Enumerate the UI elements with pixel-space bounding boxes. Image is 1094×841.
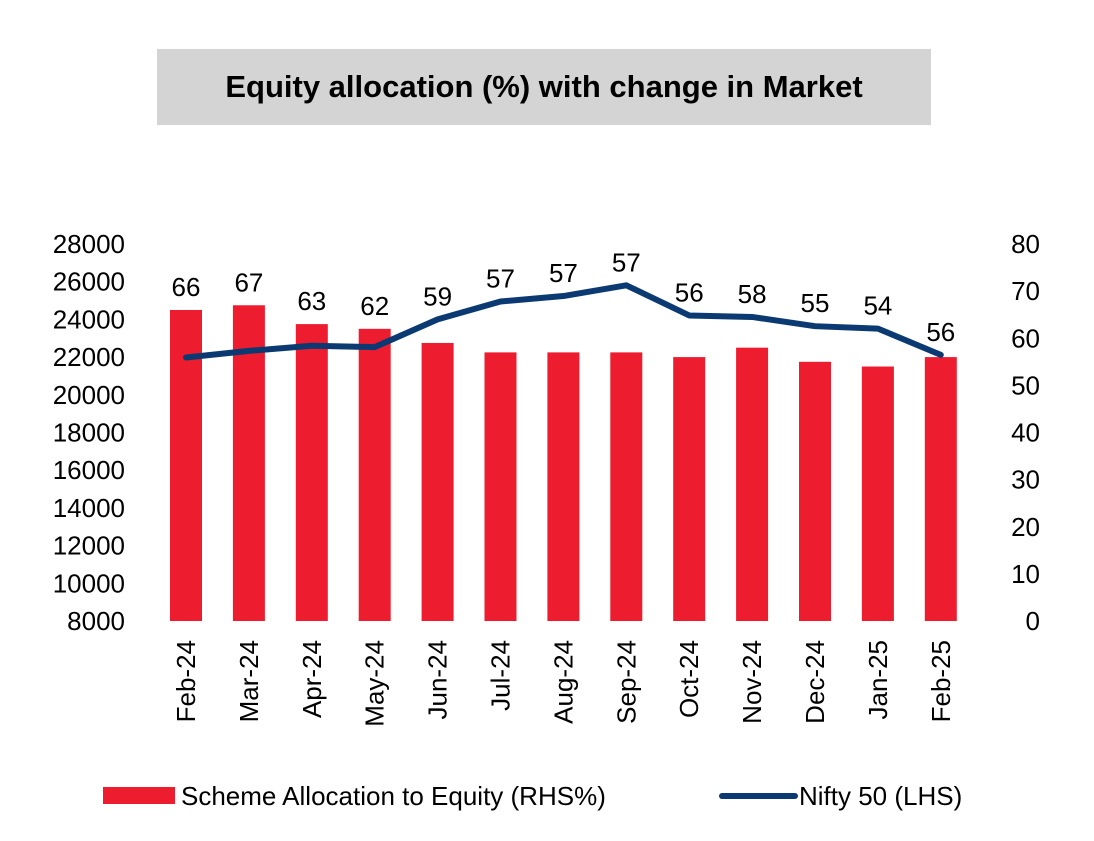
x-tick-label: Jun-24 [423,640,453,720]
y-right-tick-label: 20 [1011,512,1040,542]
bar-equity-allocation [673,357,706,621]
bar-data-label: 62 [360,291,389,321]
x-tick-label: May-24 [360,640,390,727]
x-tick-label: Apr-24 [297,640,327,718]
x-tick-label: Dec-24 [800,640,830,724]
y-right-tick-label: 30 [1011,465,1040,495]
y-left-tick-label: 14000 [53,493,125,523]
y-left-tick-label: 8000 [67,606,125,636]
y-left-tick-label: 22000 [53,342,125,372]
bar-data-label: 57 [486,263,515,293]
bar-equity-allocation [799,361,831,621]
x-tick-label: Feb-24 [171,640,201,722]
y-left-tick-label: 28000 [53,229,125,259]
bar-data-label: 57 [549,258,578,288]
bar-equity-allocation [421,342,454,621]
bar-equity-allocation [736,347,769,621]
y-right-tick-label: 40 [1011,418,1040,448]
bar-data-label: 67 [234,267,263,297]
bar-equity-allocation [484,352,517,621]
y-left-tick-label: 12000 [53,531,125,561]
y-left-tick-label: 20000 [53,380,125,410]
bar-equity-allocation [924,357,957,621]
bar-data-label: 57 [612,247,641,277]
bar-data-label: 54 [863,291,892,321]
y-right-tick-label: 50 [1011,370,1040,400]
y-left-tick-label: 18000 [53,418,125,448]
bar-data-label: 56 [675,277,704,307]
chart-title: Equity allocation (%) with change in Mar… [225,69,863,104]
bar-equity-allocation [170,309,202,621]
y-right-tick-label: 0 [1026,606,1040,636]
bar-equity-allocation [610,352,643,621]
bar-equity-allocation [232,305,265,621]
bar-data-label: 56 [926,317,955,347]
bar-data-label: 66 [172,272,201,302]
y-left-tick-label: 16000 [53,455,125,485]
y-left-tick-label: 26000 [53,267,125,297]
x-tick-label: Jan-25 [863,640,893,720]
x-tick-label: Nov-24 [737,640,767,724]
bar-equity-allocation [295,324,328,621]
y-left-tick-label: 10000 [53,568,125,598]
bar-equity-allocation [861,366,894,621]
bar-data-label: 55 [801,288,830,318]
bar-equity-allocation [358,328,391,621]
y-right-tick-label: 10 [1011,559,1040,589]
legend-label-equity-allocation: Scheme Allocation to Equity (RHS%) [181,781,606,811]
x-tick-label: Jul-24 [486,640,516,711]
bar-equity-allocation [547,352,580,621]
bar-data-label: 58 [738,279,767,309]
legend-label-nifty-50: Nifty 50 (LHS) [799,781,962,811]
y-right-tick-label: 70 [1011,276,1040,306]
x-tick-label: Aug-24 [548,640,578,724]
legend-swatch-equity-allocation [103,787,175,804]
bar-data-label: 63 [297,286,326,316]
x-tick-label: Oct-24 [674,640,704,718]
chart-title-box: Equity allocation (%) with change in Mar… [157,49,931,125]
x-tick-label: Sep-24 [611,640,641,724]
y-right-tick-label: 80 [1011,229,1040,259]
line-nifty-50 [183,282,944,361]
x-tick-label: Mar-24 [234,640,264,722]
y-left-tick-label: 24000 [53,304,125,334]
x-tick-label: Feb-25 [926,640,956,722]
y-right-tick-label: 60 [1011,323,1040,353]
bar-data-label: 59 [423,281,452,311]
